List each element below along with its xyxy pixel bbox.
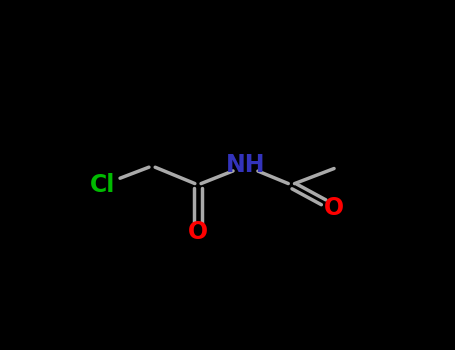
Text: NH: NH [226, 153, 265, 177]
Text: O: O [324, 196, 344, 220]
Text: O: O [188, 220, 208, 244]
Text: Cl: Cl [90, 173, 116, 197]
